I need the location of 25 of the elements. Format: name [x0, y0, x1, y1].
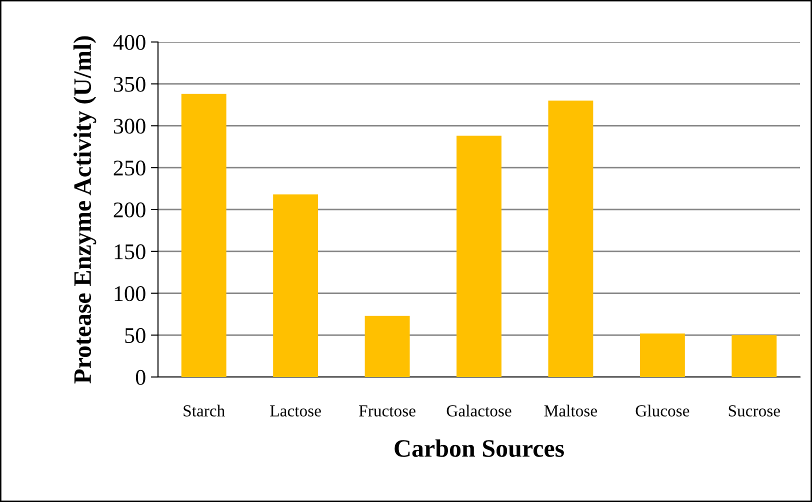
bar [181, 94, 226, 377]
bar [273, 194, 318, 377]
x-tick-label: Maltose [544, 404, 597, 417]
bar [548, 100, 594, 377]
y-tick-label: 100 [114, 286, 146, 302]
x-tick-label: Sucrose [728, 405, 780, 417]
x-tick-label: Fructose [359, 405, 416, 417]
bar [640, 333, 685, 377]
y-tick-label: 250 [114, 160, 146, 176]
bar [732, 335, 777, 377]
bar [364, 316, 410, 377]
y-tick-label: 150 [114, 244, 146, 260]
y-axis-title: Protease Enzyme Activity (U/ml) [73, 36, 96, 384]
y-tick-label: 300 [114, 118, 146, 134]
y-tick-label: 400 [113, 34, 146, 50]
y-tick-label: 50 [125, 328, 146, 344]
x-tick-label: Lactose [270, 405, 321, 417]
x-tick-label: Starch [184, 404, 225, 417]
y-tick-label: 200 [114, 202, 146, 218]
y-tick-label: 0 [136, 370, 146, 385]
x-tick-label: Glucose [636, 404, 690, 417]
bar [456, 136, 502, 377]
x-axis-title: Carbon Sources [394, 439, 564, 457]
y-tick-label: 350 [114, 76, 146, 92]
x-tick-label: Galactose [446, 404, 512, 417]
